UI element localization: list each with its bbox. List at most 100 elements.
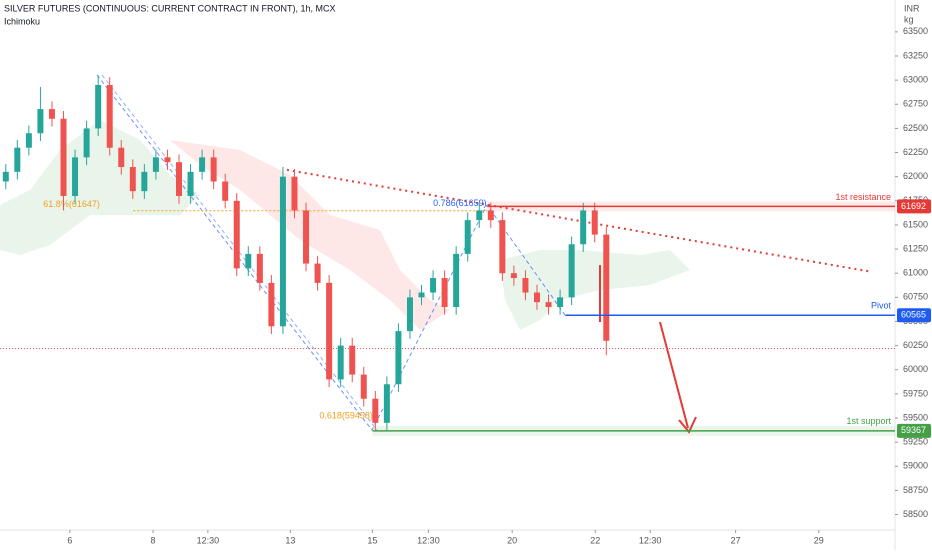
candle-body (210, 157, 217, 182)
candle-body (591, 210, 598, 235)
candle-body (453, 253, 460, 307)
candle-body (568, 244, 575, 298)
fib-label: 61.8%(61647) (43, 199, 100, 209)
y-tick-label: 59500 (903, 412, 928, 422)
candle-body (326, 282, 333, 380)
candle-body (545, 302, 552, 307)
candle-body (95, 84, 102, 129)
x-tick-label: 22 (590, 535, 600, 545)
candle-body (487, 210, 494, 221)
x-tick-label: 12:30 (417, 535, 440, 545)
chart-title: SILVER FUTURES (CONTINUOUS: CURRENT CONT… (4, 3, 336, 13)
candle-body (522, 278, 529, 293)
candle-body (176, 162, 182, 196)
ichimoku-cloud (500, 250, 690, 330)
price-tag (897, 308, 931, 323)
x-tick-label: 27 (731, 535, 741, 545)
candle-body (383, 384, 390, 423)
y-tick-label: 62000 (903, 171, 928, 181)
candle-body (187, 171, 194, 196)
fib-label: 0.618(59458) (319, 410, 373, 420)
x-tick-label: 12:30 (639, 535, 662, 545)
price-tag-label: 59367 (901, 425, 926, 435)
indicator-label: Ichimoku (4, 16, 40, 26)
candle-body (464, 220, 471, 254)
axis-unit: INR (904, 3, 920, 13)
candle-body (106, 84, 113, 148)
candle-body (268, 282, 275, 327)
level-label: 1st resistance (835, 192, 891, 202)
x-tick-label: 20 (507, 535, 517, 545)
candle-body (557, 297, 564, 307)
y-tick-label: 62500 (903, 123, 928, 133)
y-tick-label: 61500 (903, 219, 928, 229)
x-tick-label: 6 (67, 535, 72, 545)
candle-body (441, 278, 448, 307)
candle-body (14, 147, 21, 172)
candle-body (349, 345, 356, 375)
y-tick-label: 58500 (903, 509, 928, 519)
y-tick-label: 61000 (903, 268, 928, 278)
y-tick-label: 60000 (903, 364, 928, 374)
x-tick-label: 12:30 (197, 535, 220, 545)
ichimoku-cloud (170, 140, 450, 330)
candle-body (60, 118, 67, 196)
y-tick-label: 63500 (903, 26, 928, 36)
candle-body (118, 147, 125, 168)
x-tick-label: 8 (151, 535, 156, 545)
candle-body (406, 297, 413, 332)
candle-body (395, 331, 402, 385)
trendline (286, 168, 869, 273)
candle-body (2, 171, 9, 182)
candle-body (303, 210, 310, 264)
price-tag-label: 60565 (901, 310, 926, 320)
candle-body (37, 109, 44, 134)
arrow (659, 321, 689, 429)
candle-body (233, 200, 240, 269)
y-tick-label: 63000 (903, 75, 928, 85)
candle-body (534, 292, 540, 303)
candle-body (256, 253, 263, 283)
candle-body (222, 181, 229, 201)
candle-body (245, 253, 252, 269)
candle-body (25, 133, 32, 148)
price-tag (897, 423, 931, 438)
candle-body (314, 263, 321, 283)
candle-body (360, 374, 367, 399)
level-label: 1st support (846, 416, 891, 426)
candle-body (430, 278, 437, 293)
candle-body (499, 220, 506, 274)
candle-body (372, 398, 379, 423)
candle-body (164, 157, 171, 163)
price-tag (897, 199, 931, 214)
axis-unit: kg (904, 14, 914, 24)
fib-label: 0.786(61659) (433, 198, 487, 208)
candle-body (72, 157, 79, 196)
x-tick-label: 15 (367, 535, 377, 545)
candle-body (603, 234, 610, 341)
y-tick-label: 60750 (903, 292, 928, 302)
x-tick-label: 13 (285, 535, 295, 545)
y-tick-label: 59000 (903, 461, 928, 471)
candle-body (83, 128, 90, 158)
candle-body (279, 176, 286, 327)
candle-body (291, 176, 298, 211)
y-tick-label: 61250 (903, 243, 928, 253)
y-tick-label: 58750 (903, 485, 928, 495)
candle-body (152, 157, 159, 172)
price-tag-label: 61692 (901, 201, 926, 211)
x-tick-label: 29 (814, 535, 824, 545)
y-tick-label: 63250 (903, 50, 928, 60)
candle-body (141, 171, 148, 192)
candle-body (199, 157, 206, 172)
candle-body (510, 273, 517, 279)
arrow-head (678, 416, 697, 434)
candle-body (476, 210, 483, 221)
ichimoku-cloud (0, 120, 200, 255)
level-label: Pivot (871, 301, 892, 311)
candle-body (418, 292, 425, 298)
y-tick-label: 60250 (903, 340, 928, 350)
y-tick-label: 59750 (903, 388, 928, 398)
